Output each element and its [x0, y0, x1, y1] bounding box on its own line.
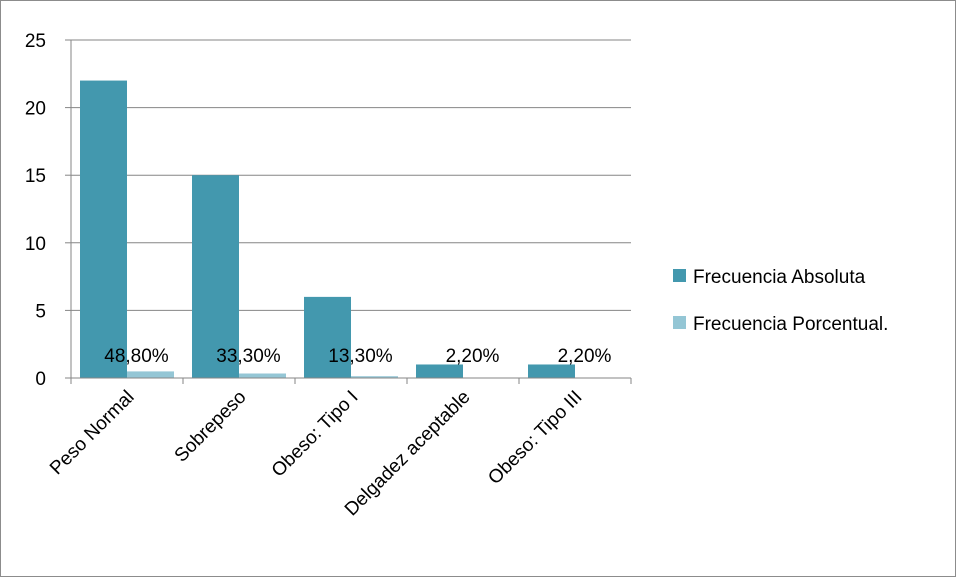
legend-swatch-porcentual [673, 316, 686, 329]
data-label-0: 48,80% [104, 346, 169, 367]
bar-absoluta-2 [304, 296, 351, 378]
bar-porcentual-0 [127, 371, 174, 378]
data-label-4: 2,20% [558, 346, 612, 367]
legend-swatch-absoluta [673, 269, 686, 282]
bar-absoluta-0 [80, 80, 127, 378]
bar-absoluta-4 [528, 364, 575, 378]
bar-porcentual-2 [351, 376, 398, 378]
category-label-2: Obeso: Tipo I [268, 387, 363, 482]
category-label-0: Peso Normal [46, 387, 139, 480]
gridlines [65, 39, 631, 379]
category-labels: Peso Normal Sobrepeso Obeso: Tipo IDelgade… [46, 387, 587, 521]
y-tick-label-5: 5 [35, 301, 46, 322]
data-label-3: 2,20% [446, 346, 500, 367]
bars [80, 80, 622, 378]
bar-porcentual-1 [239, 373, 286, 378]
bar-absoluta-1 [192, 175, 239, 378]
data-label-2: 13,30% [328, 346, 393, 367]
y-tick-label-25: 25 [25, 31, 46, 52]
y-tick-label-15: 15 [25, 166, 46, 187]
bar-absoluta-3 [416, 364, 463, 378]
y-axis-tick-labels: 0 5 10 15 20 25 [25, 31, 46, 390]
category-label-3: Delgadez aceptable [341, 387, 475, 521]
axes [70, 40, 632, 384]
legend-label-porcentual: Frecuencia Porcentual. [693, 314, 888, 335]
data-labels: 48,80% 33,30% 13,30% 2,20% 2,20% [104, 346, 611, 367]
data-label-1: 33,30% [216, 346, 281, 367]
y-tick-label-10: 10 [25, 234, 46, 255]
category-label-4: Obeso: Tipo III [484, 387, 586, 489]
legend: Frecuencia Absoluta Frecuencia Porcentua… [673, 267, 888, 335]
y-tick-label-0: 0 [35, 369, 46, 390]
y-tick-label-20: 20 [25, 99, 46, 120]
category-label-1: Sobrepeso [171, 387, 251, 467]
legend-label-absoluta: Frecuencia Absoluta [693, 267, 866, 288]
